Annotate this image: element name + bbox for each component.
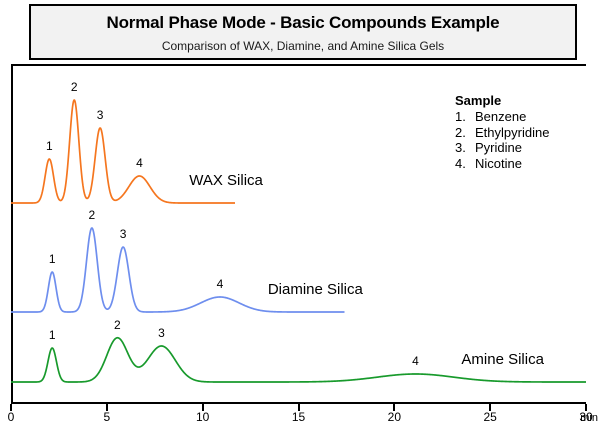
legend-item-name: Pyridine xyxy=(475,140,522,155)
peak-number-label: 4 xyxy=(412,354,419,368)
peak-number-label: 3 xyxy=(119,227,127,241)
y-axis-line xyxy=(11,64,13,402)
legend-item: 3. Pyridine xyxy=(455,140,549,156)
x-tick xyxy=(297,404,300,411)
legend-rows: 1. Benzene 2. Ethylpyridine 3. Pyridine 4. Nico… xyxy=(455,109,549,171)
trace-label-2: Amine Silica xyxy=(461,351,544,368)
peak-number-label: 3 xyxy=(96,108,104,122)
legend-item-index: 1. xyxy=(455,109,466,124)
x-tick-label: 0 xyxy=(7,410,15,424)
trace-label-0: WAX Silica xyxy=(189,172,263,189)
trace-line xyxy=(10,227,345,313)
x-axis-unit-label: min xyxy=(580,412,598,424)
x-tick xyxy=(393,404,396,411)
plot-frame-top xyxy=(11,64,586,66)
peak-number-label: 1 xyxy=(45,139,53,153)
peak-number-label: 1 xyxy=(48,328,56,342)
legend-item-name: Benzene xyxy=(475,109,527,124)
peak-number-label: 2 xyxy=(70,80,78,94)
legend-item-index: 3. xyxy=(455,140,466,155)
trace-line xyxy=(10,99,236,204)
legend-item-index: 4. xyxy=(455,155,466,171)
legend-item-name: Nicotine xyxy=(475,155,522,171)
page-subtitle: Comparison of WAX, Diamine, and Amine Si… xyxy=(161,39,445,53)
peak-number-label: 2 xyxy=(88,208,96,222)
peak-number-label: 4 xyxy=(136,156,143,170)
page-title: Normal Phase Mode - Basic Compounds Exam… xyxy=(106,13,500,32)
legend-item: 4. Nicotine xyxy=(455,156,549,172)
peak-number-label: 2 xyxy=(114,318,121,332)
x-tick xyxy=(201,404,204,411)
legend-title: Sample xyxy=(455,93,502,108)
x-tick xyxy=(489,404,492,411)
peak-number-label: 1 xyxy=(48,252,56,266)
x-tick-label: 20 xyxy=(387,410,402,424)
x-tick-label: 25 xyxy=(483,410,497,424)
legend-item-index: 2. xyxy=(455,124,466,140)
x-axis-line xyxy=(11,402,586,404)
x-tick-label: 5 xyxy=(103,410,111,424)
x-tick xyxy=(585,404,587,411)
legend-item: 1. Benzene xyxy=(455,109,549,125)
peak-number-label: 3 xyxy=(158,326,165,340)
peak-number-label: 4 xyxy=(216,277,224,291)
legend-item: 2. Ethylpyridine xyxy=(455,125,549,141)
legend-item-name: Ethylpyridine xyxy=(475,124,550,140)
trace-label-1: Diamine Silica xyxy=(267,281,363,298)
x-tick xyxy=(105,404,108,411)
x-tick-label: 10 xyxy=(195,410,210,424)
x-tick xyxy=(10,404,12,411)
x-tick-label: 30 xyxy=(579,410,593,424)
trace-line xyxy=(10,336,587,383)
title-box: Normal Phase Mode - Basic Compounds Exam… xyxy=(29,4,577,60)
x-tick-label: 15 xyxy=(291,410,306,424)
sample-legend: Sample 1. Benzene 2. Ethylpyridine 3. Pyridin… xyxy=(455,93,549,171)
